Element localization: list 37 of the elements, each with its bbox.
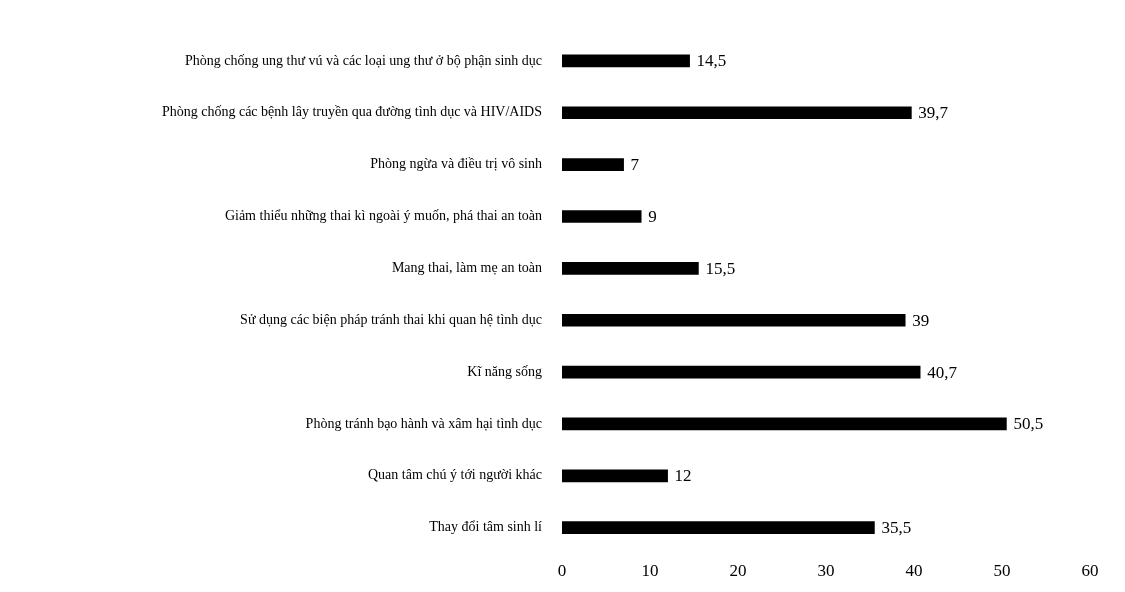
- y-tick-label: Phòng tránh bạo hành và xâm hại tình dục: [305, 415, 542, 431]
- bar: [562, 365, 921, 379]
- y-tick-label: Quan tâm chú ý tới người khác: [367, 467, 542, 483]
- y-tick-label: Kĩ năng sống: [467, 363, 542, 379]
- bar: [562, 54, 690, 68]
- data-label: 50,5: [1013, 414, 1044, 434]
- data-label: 7: [630, 155, 640, 175]
- y-tick-label: Phòng chống ung thư vú và các loại ung thư ở bộ phận sinh dục: [185, 52, 542, 68]
- y-tick-label: Thay đổi tâm sinh lí: [429, 519, 543, 535]
- data-label: 12: [674, 466, 692, 486]
- y-tick-label: Sử dụng các biện pháp tránh thai khi quan hệ tình dục: [240, 311, 542, 327]
- bar: [562, 313, 906, 327]
- bar: [562, 521, 875, 534]
- x-tick-label: 40: [905, 561, 923, 581]
- data-label: 9: [648, 206, 657, 226]
- x-tick-label: 30: [817, 561, 835, 581]
- data-label: 39,7: [918, 103, 949, 123]
- bar: [562, 210, 642, 223]
- y-tick-label: Phòng chống các bệnh lây truyền qua đường tình dục và HIV/AIDS: [161, 104, 542, 120]
- bar: [562, 417, 1007, 431]
- bar: [562, 262, 699, 275]
- data-label: 35,5: [881, 518, 912, 538]
- data-label: 39: [912, 310, 930, 330]
- bar: [562, 106, 912, 120]
- data-label: 40,7: [927, 362, 958, 382]
- x-tick-label: 50: [993, 561, 1011, 581]
- y-tick-label: Giảm thiểu những thai kì ngoài ý muốn, phá thai an toàn: [224, 208, 542, 224]
- y-tick-label: Phòng ngừa và điều trị vô sinh: [370, 156, 542, 172]
- x-tick-label: 10: [641, 561, 659, 581]
- data-label: 15,5: [705, 258, 736, 278]
- x-tick-label: 20: [729, 561, 747, 581]
- bar: [562, 158, 624, 171]
- x-tick-label: 60: [1081, 561, 1099, 581]
- data-label: 14,5: [696, 51, 727, 71]
- bar: [562, 469, 668, 483]
- y-tick-label: Mang thai, làm mẹ an toàn: [391, 260, 542, 276]
- x-tick-label: 0: [557, 561, 567, 581]
